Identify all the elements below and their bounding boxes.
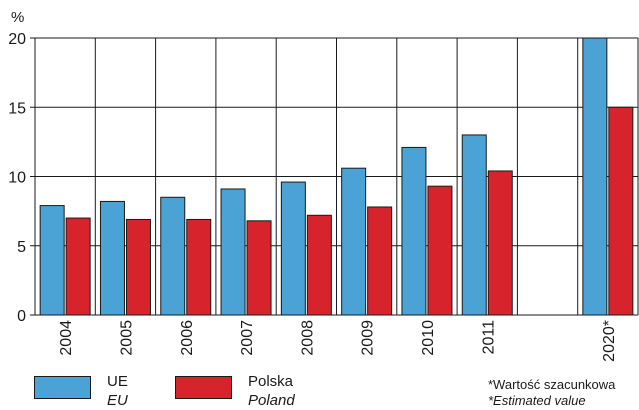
bar-polska (367, 206, 393, 316)
y-tick-label: 15 (8, 100, 26, 117)
bar-polska (427, 185, 453, 316)
x-tick-label: 2004 (58, 320, 75, 356)
x-tick-label: 2011 (480, 320, 497, 355)
x-tick-label: 2008 (299, 320, 316, 356)
bar-polska (65, 217, 91, 316)
y-tick-label: 20 (8, 31, 26, 48)
bar-ue (280, 181, 306, 316)
y-tick-label: 10 (8, 170, 26, 187)
bar-ue (220, 188, 246, 316)
bars (39, 37, 634, 316)
bar-ue (461, 134, 487, 316)
legend-label-poland: Poland (248, 392, 295, 409)
bar-polska (186, 218, 212, 316)
bar-ue (582, 37, 608, 316)
x-tick-labels: 2004 2005 2006 2007 2008 2009 2010 2011 2020* (58, 320, 618, 362)
legend-label-eu: EU (107, 392, 128, 409)
bar-polska (125, 218, 151, 316)
bar-ue (341, 167, 367, 316)
bar-polska (246, 220, 272, 316)
x-tick-label: 2020* (601, 320, 618, 362)
legend-swatch-polska (175, 376, 232, 399)
y-tick-labels: 0 5 10 15 20 (8, 31, 26, 325)
x-tick-label: 2007 (239, 320, 256, 356)
bar-polska (608, 106, 634, 316)
estimate-footnote: *Wartość szacunkowa *Estimated value (488, 377, 615, 409)
x-tick-label: 2009 (360, 320, 377, 356)
footnote-text-en: *Estimated value (488, 393, 586, 408)
y-tick-label: 0 (17, 308, 26, 325)
bar-ue (99, 200, 125, 316)
legend-label-polska: Polska (248, 373, 294, 390)
legend-label-ue: UE (107, 373, 128, 390)
footnote-text-pl: *Wartość szacunkowa (488, 377, 616, 392)
y-axis-unit-label: % (11, 9, 24, 26)
bar-polska (306, 214, 332, 316)
bar-ue (401, 146, 427, 316)
y-tick-label: 5 (17, 239, 26, 256)
x-tick-label: 2010 (420, 320, 437, 356)
x-tick-label: 2006 (179, 320, 196, 356)
legend-swatch-ue (34, 376, 91, 399)
bar-polska (487, 170, 513, 316)
bar-ue (39, 205, 65, 316)
bar-ue (160, 196, 186, 316)
x-tick-label: 2005 (118, 320, 135, 356)
